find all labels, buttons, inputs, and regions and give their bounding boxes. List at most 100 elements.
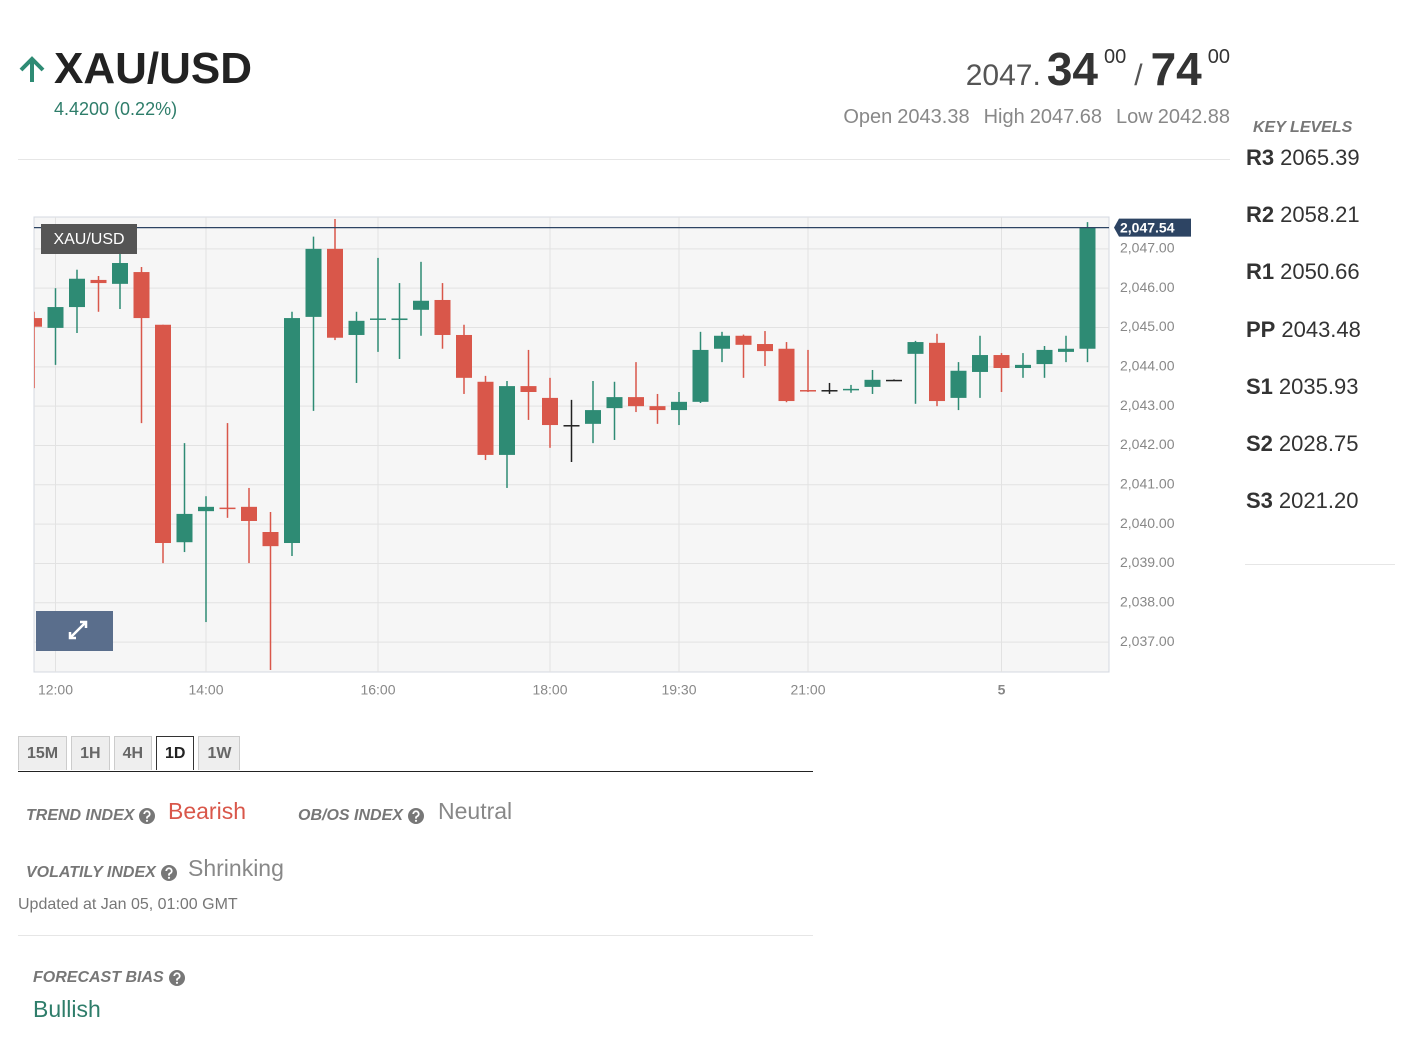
expand-button-bg [36,611,113,651]
up-arrow-icon [19,56,45,82]
candle-body [1015,364,1031,369]
candle-body [628,397,644,407]
key-level-value: 2043.48 [1281,316,1361,342]
timeframe-tab[interactable]: 4H [113,736,153,770]
expand-button[interactable] [36,611,113,651]
key-level: S1 2035.93 [1246,374,1358,400]
stat-value: 2042.88 [1157,106,1230,128]
candle-body [133,272,150,319]
y-tick-label: 2,039.00 [1120,554,1175,570]
x-tick-label: 21:00 [790,682,825,698]
candle-body [972,355,988,372]
candle-body [821,390,838,392]
candle-body [950,370,967,398]
candle-body [456,334,472,378]
candle-body [606,397,623,409]
candle-body [112,263,128,284]
forecast-label-text: FORECAST BIAS [33,969,164,986]
candle-body [649,406,666,411]
candle-body [47,307,64,328]
timeframe-tabs: 15M 1H 4H 1D 1W [18,736,241,770]
bid-integer: 2047. [965,59,1041,92]
index-label-text: VOLATILY INDEX [26,864,156,881]
y-tick-label: 2,046.00 [1120,279,1175,295]
ask-pips: 74 [1150,43,1202,95]
candle-body [585,410,601,424]
tabs-underline [18,771,813,772]
candle-body [155,324,171,544]
stat-value: 2047.68 [1029,106,1102,128]
candle-body [198,506,214,512]
stat-label: High [983,106,1025,128]
key-level-value: 2021.20 [1278,488,1359,514]
timeframe-tab[interactable]: 1D [156,736,195,770]
y-tick-label: 2,040.00 [1120,515,1175,531]
candle-body [413,300,429,310]
ohl-stats: Open 2043.38 High 2047.68 Low 2042.88 [829,106,1230,129]
index-label-text: TREND INDEX [26,807,135,824]
price-change: 4.4200 (0.22%) [54,99,178,119]
help-icon[interactable] [407,807,425,825]
stat-label: Open [843,106,893,128]
candle-body [434,299,451,335]
candle-body [692,349,709,402]
quote: 2047. 34 00 / 74 00 [966,42,1230,96]
updated-time: Updated at Jan 05, 01:00 GMT [18,896,238,913]
divider [1245,564,1395,565]
x-tick-label: 16:00 [360,682,395,698]
index-label: VOLATILY INDEX [26,864,178,882]
candle-body [864,379,881,387]
candle-body [90,279,107,284]
separator: / [1134,59,1143,92]
divider [18,159,1230,160]
candle-body [843,388,859,391]
candle-body [262,532,279,547]
x-tick-label: 18:00 [532,682,567,698]
key-level-name: R3 [1246,145,1275,170]
candle-body [778,348,795,402]
y-tick-label: 2,043.00 [1120,397,1175,413]
help-icon[interactable] [168,969,186,987]
key-level-name: R2 [1246,202,1275,228]
y-tick-label: 2,047.00 [1120,240,1175,256]
index-label: OB/OS INDEX [298,807,425,825]
help-icon[interactable] [160,864,178,882]
candle-body [800,390,816,392]
key-level: R2 2058.21 [1246,202,1360,228]
y-tick-label: 2,038.00 [1120,593,1175,609]
stat-value: 2043.38 [897,106,970,128]
candles [34,218,1096,671]
candle-body [284,318,300,544]
timeframe-tab[interactable]: 15M [18,736,68,770]
candle-body [477,381,494,455]
candle-body [671,401,687,411]
ask-fraction: 00 [1207,46,1230,68]
bid-pips: 34 [1046,43,1098,95]
y-tick-label: 2,045.00 [1120,318,1175,334]
divider [18,935,813,936]
y-tick-label: 2,041.00 [1120,476,1175,492]
key-level: S3 2021.20 [1246,488,1358,514]
help-icon[interactable] [138,807,156,825]
expand-icon [68,620,88,640]
candle-body [241,506,257,521]
timeframe-tab[interactable]: 1H [71,736,110,770]
key-level-name: S1 [1246,373,1273,399]
stat: High 2047.68 [984,106,1102,128]
key-level-value: 2028.75 [1278,431,1359,456]
candle-body [327,248,343,338]
x-tick-label: 14:00 [188,682,223,698]
candle-body [929,342,945,402]
candle-body [714,335,730,349]
index-label-text: OB/OS INDEX [298,807,403,824]
candle-body [563,425,580,427]
index-value: Neutral [438,798,513,824]
index-label: TREND INDEX [26,807,156,825]
timeframe-tab[interactable]: 1W [198,736,241,770]
bid-fraction: 00 [1103,46,1127,68]
stat: Open 2043.38 [843,106,969,128]
candle-body [993,355,1010,369]
candle-body [499,386,515,455]
candle-body [391,318,408,321]
